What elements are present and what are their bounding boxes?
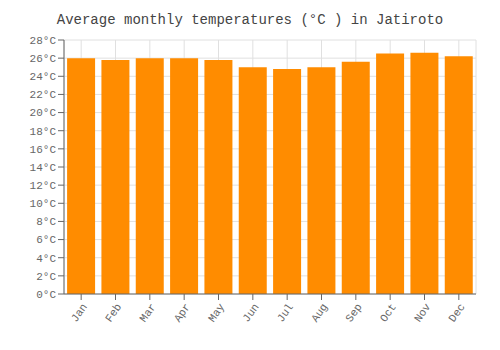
svg-text:8°C: 8°C bbox=[36, 216, 56, 228]
svg-text:20°C: 20°C bbox=[30, 107, 57, 119]
svg-text:Mar: Mar bbox=[137, 301, 158, 324]
svg-text:22°C: 22°C bbox=[30, 89, 57, 101]
svg-text:18°C: 18°C bbox=[30, 126, 57, 138]
svg-text:May: May bbox=[206, 301, 227, 324]
svg-text:Nov: Nov bbox=[412, 301, 433, 324]
svg-text:0°C: 0°C bbox=[36, 289, 56, 301]
svg-text:28°C: 28°C bbox=[30, 35, 57, 47]
svg-text:6°C: 6°C bbox=[36, 234, 56, 246]
svg-text:Aug: Aug bbox=[309, 301, 330, 324]
svg-text:24°C: 24°C bbox=[30, 71, 57, 83]
html-text:Average monthly temperatures (: Average monthly temperatures (°C ) in Ja… bbox=[56, 12, 444, 28]
svg-text:Apr: Apr bbox=[172, 301, 193, 324]
svg-text:Jun: Jun bbox=[240, 301, 261, 324]
svg-text:4°C: 4°C bbox=[36, 253, 56, 265]
svg-text:10°C: 10°C bbox=[30, 198, 57, 210]
svg-text:12°C: 12°C bbox=[30, 180, 57, 192]
svg-text:Oct: Oct bbox=[378, 301, 399, 324]
svg-text:26°C: 26°C bbox=[30, 53, 57, 65]
svg-text:Jul: Jul bbox=[275, 301, 296, 324]
svg-text:Sep: Sep bbox=[343, 301, 364, 324]
svg-text:Jan: Jan bbox=[69, 301, 90, 324]
svg-text:Dec: Dec bbox=[446, 301, 467, 324]
svg-text:16°C: 16°C bbox=[30, 144, 57, 156]
svg-text:Feb: Feb bbox=[103, 301, 124, 324]
svg-text:2°C: 2°C bbox=[36, 271, 56, 283]
svg-text:14°C: 14°C bbox=[30, 162, 57, 174]
